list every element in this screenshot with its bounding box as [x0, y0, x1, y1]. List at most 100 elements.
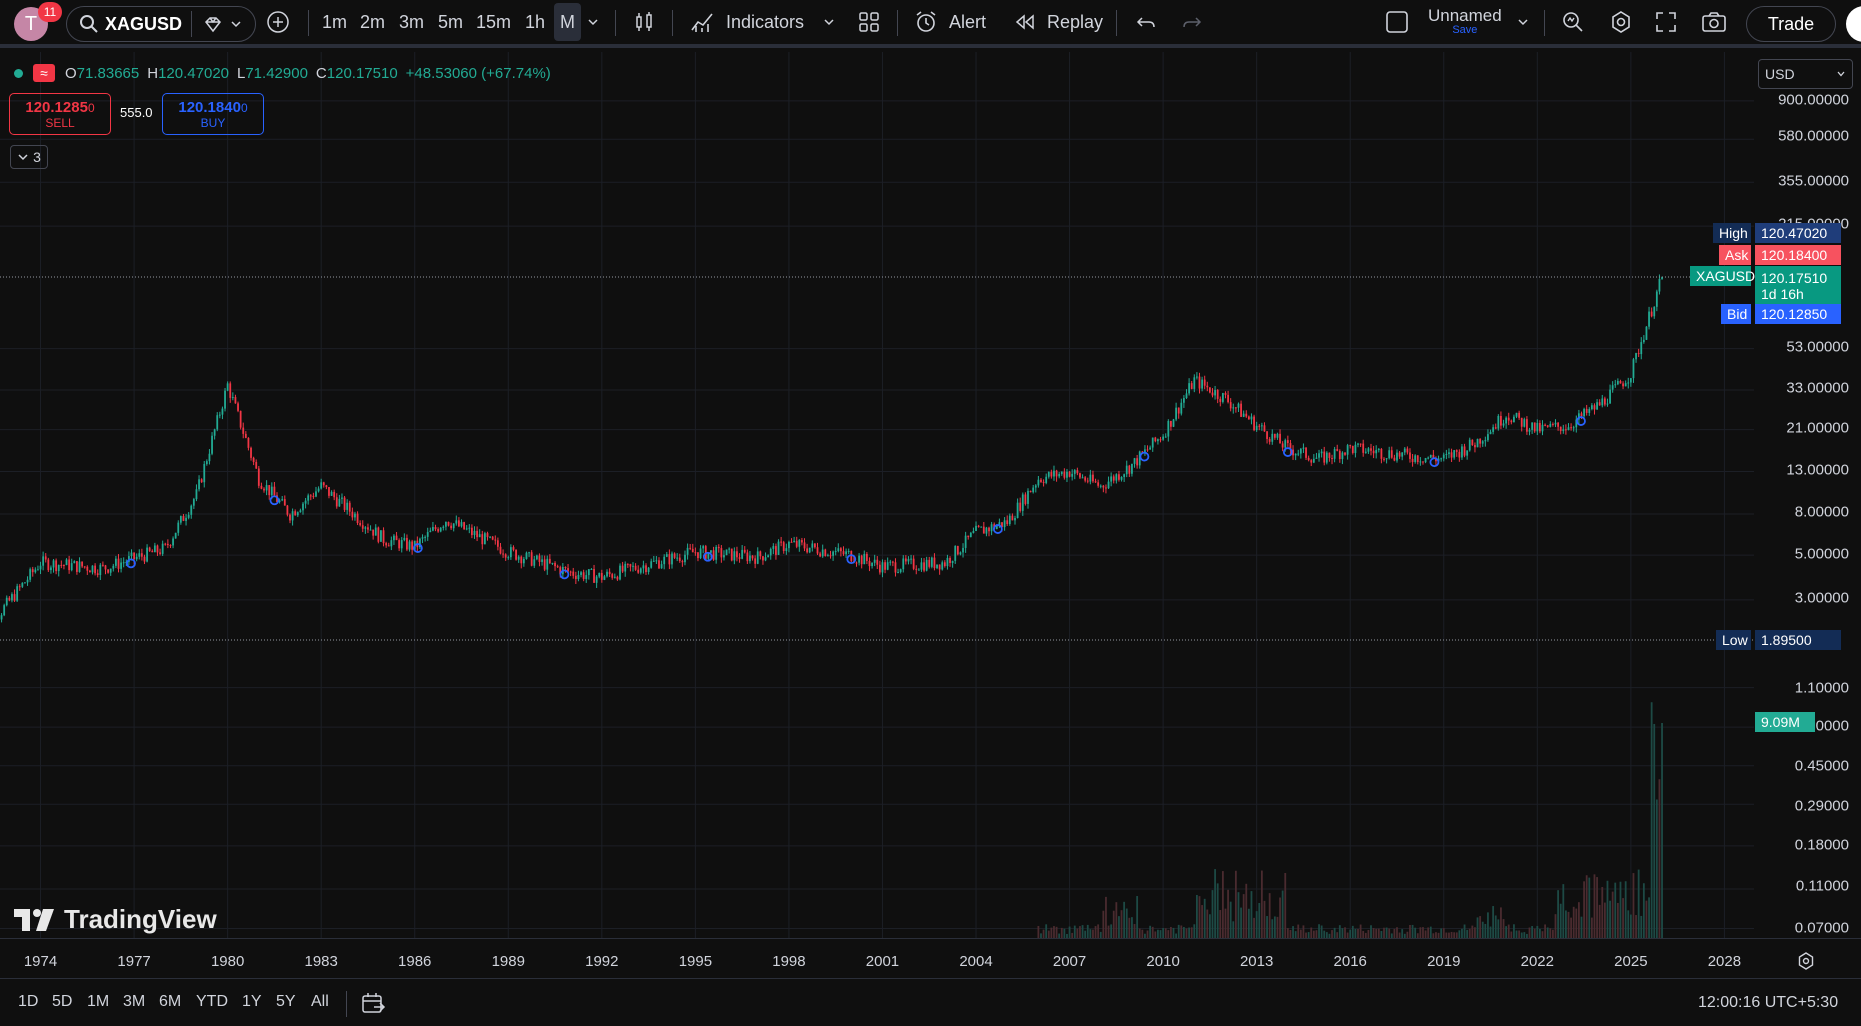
axis-settings-icon[interactable] — [1796, 951, 1816, 971]
candle-body — [166, 543, 169, 546]
candle-body — [265, 485, 268, 491]
range-button-3m[interactable]: 3M — [123, 993, 146, 1010]
indicators-collapse-button[interactable]: 3 — [10, 145, 48, 169]
range-button-5d[interactable]: 5D — [52, 993, 73, 1010]
timeframe-15m[interactable]: 15m — [476, 11, 512, 32]
candle-body — [1492, 427, 1495, 432]
range-button-all[interactable]: All — [311, 993, 329, 1010]
layout-dropdown[interactable] — [1516, 0, 1530, 44]
candle-body — [691, 548, 694, 553]
candle-body — [637, 569, 640, 573]
candle-body — [1263, 425, 1266, 432]
candle-body — [972, 531, 975, 533]
volume-bar — [1325, 932, 1328, 938]
price-axis[interactable]: 900.00000580.00000355.00000215.0000053.0… — [1754, 52, 1861, 938]
sell-button[interactable]: 120.12850 SELL — [9, 93, 111, 135]
candle-body — [1364, 451, 1367, 453]
candle-body — [564, 567, 567, 569]
volume-bar — [1151, 926, 1154, 938]
candle-body — [11, 594, 13, 601]
timeframe-1m[interactable]: 1m — [322, 11, 348, 32]
candle-body — [611, 574, 614, 578]
candle-body — [174, 532, 177, 539]
range-button-5y[interactable]: 5Y — [276, 993, 296, 1010]
timeframe-monthly[interactable]: M — [554, 3, 581, 41]
candle-body — [315, 491, 317, 497]
candle-body — [663, 556, 666, 565]
candle-body — [582, 572, 585, 580]
candle-body — [63, 565, 65, 567]
candle-body — [585, 575, 588, 580]
candle-body — [1515, 412, 1518, 417]
trade-button[interactable]: Trade — [1746, 6, 1836, 42]
diamond-icon[interactable] — [203, 15, 223, 35]
candle-body — [302, 503, 304, 511]
candle-body — [1331, 458, 1333, 460]
fullscreen-button[interactable] — [1654, 0, 1678, 44]
candle-body — [715, 546, 718, 560]
range-button-1d[interactable]: 1D — [18, 993, 39, 1010]
candle-body — [1435, 458, 1437, 462]
publish-button[interactable]: Pu — [1846, 6, 1861, 42]
candle-body — [1154, 437, 1157, 442]
currency-select[interactable]: USD — [1758, 59, 1853, 89]
chevron-down-icon[interactable] — [229, 17, 243, 31]
timeframe-1h[interactable]: 1h — [525, 11, 546, 32]
candle-body — [712, 550, 715, 560]
volume-bar — [1590, 917, 1593, 938]
range-button-ytd[interactable]: YTD — [196, 993, 228, 1010]
time-axis-label: 1980 — [210, 953, 245, 970]
timeframe-3m[interactable]: 3m — [399, 11, 425, 32]
layout-checkbox[interactable] — [1384, 0, 1410, 44]
redo-button[interactable] — [1180, 0, 1204, 44]
replay-button[interactable]: Replay — [1013, 0, 1103, 44]
symbol-name: XAGUSD — [105, 13, 183, 34]
candle-body — [65, 559, 68, 566]
price-chart[interactable] — [0, 52, 1754, 938]
snapshot-button[interactable] — [1700, 0, 1728, 44]
volume-bar — [1572, 906, 1575, 938]
candle-body — [1253, 416, 1255, 431]
time-axis-label: 2022 — [1520, 953, 1554, 970]
candle-body — [925, 559, 928, 571]
volume-bar — [1125, 908, 1128, 938]
candle-body — [920, 562, 923, 570]
candle-body — [964, 535, 967, 548]
clock[interactable]: 12:00:16 UTC+5:30 — [1698, 994, 1839, 1011]
alert-button[interactable]: Alert — [913, 0, 986, 44]
symbol-search[interactable]: XAGUSD — [66, 6, 256, 42]
candle-body — [211, 435, 213, 454]
candle-body — [133, 552, 135, 560]
timeframe-5m[interactable]: 5m — [438, 11, 464, 32]
buy-button[interactable]: 120.18400 BUY — [162, 93, 264, 135]
settings-button[interactable] — [1608, 0, 1634, 44]
volume-bar — [1577, 902, 1580, 938]
range-button-6m[interactable]: 6M — [159, 993, 182, 1010]
candle-body — [91, 565, 94, 573]
compare-button[interactable] — [266, 0, 290, 44]
range-button-1y[interactable]: 1Y — [242, 993, 262, 1010]
candle-body — [182, 516, 185, 521]
candle-body — [470, 527, 473, 536]
undo-button[interactable] — [1134, 0, 1158, 44]
candle-body — [525, 552, 528, 559]
chart-type-button[interactable] — [632, 0, 656, 44]
candle-body — [977, 525, 980, 527]
timeframe-dropdown[interactable] — [586, 0, 600, 44]
indicator-templates-dropdown[interactable] — [822, 0, 836, 44]
candle-body — [1403, 448, 1406, 453]
time-axis[interactable]: 1974 1977 1980 1983 1986 1989 1992 1995 1998 2001… — [0, 938, 1861, 978]
indicators-button[interactable]: Indicators — [690, 0, 804, 44]
candle-body — [1050, 472, 1053, 477]
divider — [346, 991, 347, 1017]
calendar-goto-icon[interactable] — [360, 991, 386, 1015]
range-button-1m[interactable]: 1M — [87, 993, 110, 1010]
candle-body — [1661, 277, 1663, 279]
volume-bar — [1624, 881, 1627, 938]
data-status-icon[interactable]: ≈ — [33, 64, 55, 82]
layouts-button[interactable] — [857, 0, 881, 44]
timeframe-2m[interactable]: 2m — [360, 11, 386, 32]
layout-name[interactable]: Unnamed Save — [1428, 6, 1502, 36]
quick-search-button[interactable] — [1560, 0, 1586, 44]
volume-bar — [1138, 928, 1141, 938]
